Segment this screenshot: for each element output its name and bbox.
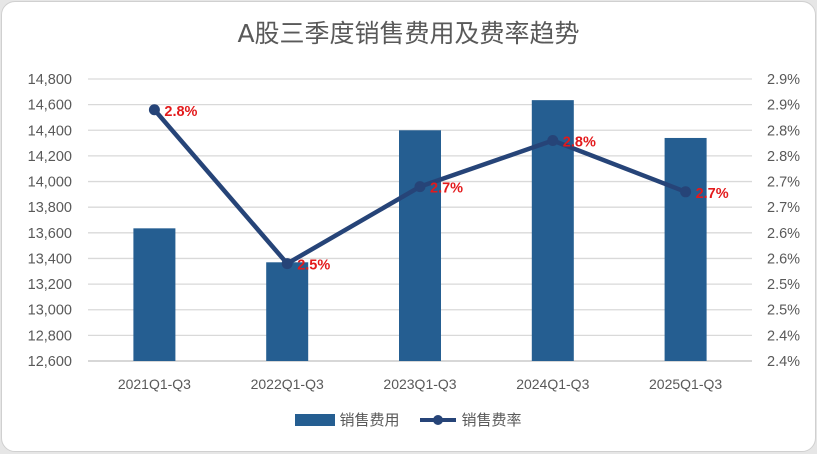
x-tick: 2025Q1-Q3	[649, 376, 722, 392]
legend-item-bar: 销售费用	[295, 409, 400, 430]
y-left-tick: 12,800	[28, 328, 72, 344]
y-left-tick: 14,600	[28, 98, 72, 114]
y-right-tick: 2.9%	[767, 72, 800, 88]
x-tick: 2023Q1-Q3	[383, 376, 456, 392]
y-right-tick: 2.8%	[767, 123, 800, 139]
y-right-tick: 2.4%	[767, 328, 800, 344]
line-marker	[547, 135, 559, 147]
bar	[266, 262, 309, 361]
line-marker	[148, 104, 160, 116]
legend-item-line: 销售费率	[418, 409, 522, 430]
y-left-tick: 14,800	[28, 72, 72, 88]
x-tick: 2024Q1-Q3	[516, 376, 589, 392]
bar	[664, 137, 707, 361]
data-label: 2.5%	[297, 258, 330, 274]
y-right-tick: 2.5%	[767, 277, 800, 293]
bar	[399, 130, 441, 361]
chart-title: A股三季度销售费用及费率趋势	[237, 19, 580, 48]
y-left-tick: 14,400	[28, 123, 72, 139]
y-right-tick: 2.6%	[767, 251, 800, 267]
y-right-tick: 2.9%	[767, 98, 800, 114]
y-left-tick: 12,600	[28, 354, 72, 370]
line-marker	[680, 186, 692, 198]
y-left-tick: 13,400	[28, 251, 72, 267]
legend-bar-label: 销售费用	[339, 411, 400, 429]
data-label: 2.8%	[164, 104, 197, 120]
line-marker-swatch-icon	[419, 414, 456, 425]
bar-swatch-icon	[295, 413, 336, 426]
y-right-tick: 2.7%	[767, 200, 800, 216]
line-marker	[281, 258, 293, 270]
y-right-tick: 2.5%	[767, 303, 800, 319]
y-right-tick: 2.6%	[767, 226, 800, 242]
y-left-tick: 14,000	[28, 175, 72, 191]
bar	[133, 228, 176, 361]
y-right-tick: 2.7%	[767, 175, 800, 191]
legend-line-label: 销售费率	[461, 411, 522, 429]
y-right-tick: 2.4%	[767, 354, 800, 370]
x-tick: 2022Q1-Q3	[251, 376, 324, 392]
data-label: 2.7%	[696, 186, 729, 202]
y-left-tick: 13,200	[28, 277, 72, 293]
data-label: 2.8%	[563, 135, 596, 151]
data-label: 2.7%	[430, 181, 463, 197]
y-left-tick: 13,600	[28, 226, 72, 242]
line-marker	[414, 181, 426, 193]
chart-legend: 销售费用 销售费率	[0, 409, 817, 430]
y-left-tick: 14,200	[28, 149, 72, 165]
y-left-tick: 13,800	[28, 200, 72, 216]
y-left-tick: 13,000	[28, 303, 72, 319]
x-tick: 2021Q1-Q3	[118, 376, 191, 392]
y-right-tick: 2.8%	[767, 149, 800, 165]
